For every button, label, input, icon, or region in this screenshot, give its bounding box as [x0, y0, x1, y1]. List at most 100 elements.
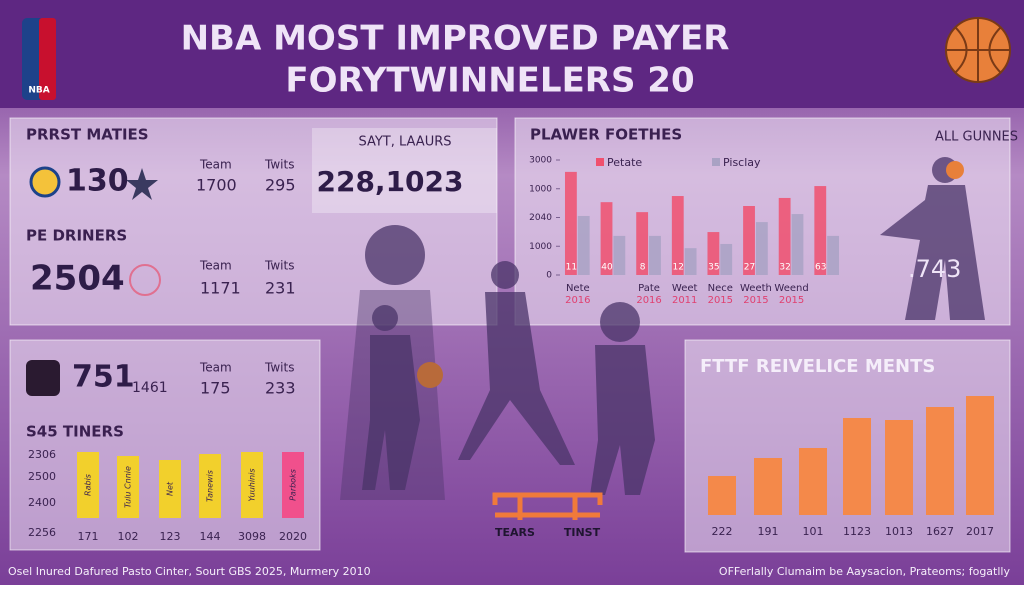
x-tick-label: 2020	[279, 530, 307, 543]
bar-label: 32	[779, 263, 790, 273]
team-value: 751	[72, 360, 135, 395]
stat-value: 1171	[200, 279, 241, 298]
bar	[199, 454, 221, 518]
highlight-value: 228,1023	[316, 165, 463, 198]
x-tick-year: 2015	[743, 295, 768, 306]
bar-label: 8	[640, 263, 646, 273]
bar-label: 40	[601, 263, 613, 273]
logo-text: NBA	[28, 86, 49, 96]
legend-label: Petate	[607, 156, 642, 169]
x-tick-label: 3098	[238, 530, 266, 543]
footer-right: OFFerlally Clumaim be Aaysacion, Prateom…	[719, 565, 1011, 578]
legend-label: Pisclay	[723, 156, 761, 169]
x-tick-label: Pate	[638, 283, 660, 294]
stat-label: Twits	[264, 259, 294, 273]
bar	[636, 212, 649, 275]
player-silhouettes	[340, 157, 985, 500]
bar-label: 35	[708, 263, 719, 273]
bar-label: 12	[673, 263, 684, 273]
stat-value: 295	[265, 176, 296, 195]
bar	[966, 396, 994, 515]
bar	[282, 452, 304, 518]
subtitle: FORYTWINNELERS 20	[285, 61, 694, 101]
bar	[799, 448, 827, 515]
team-logo	[26, 360, 60, 396]
y-tick-label: 1000	[529, 184, 552, 194]
legend-swatch	[596, 158, 604, 166]
bar-label: 63	[815, 263, 826, 273]
stat-value: 2504	[30, 259, 125, 299]
bar	[827, 235, 840, 275]
bar	[885, 420, 913, 515]
y-label: 2400	[28, 496, 56, 509]
bar	[613, 235, 626, 275]
team-secondary: 1461	[132, 380, 168, 396]
x-tick-label: 1013	[885, 525, 913, 538]
x-tick-year: 2016	[565, 295, 590, 306]
x-tick-label: 171	[78, 530, 99, 543]
y-label: 2256	[28, 526, 56, 539]
bar	[754, 458, 782, 515]
bar	[720, 243, 733, 275]
ball	[946, 161, 964, 179]
stat-label: Twits	[264, 361, 294, 375]
x-tick-label: 2017	[966, 525, 994, 538]
panel-heading: PRRST MATIES	[26, 126, 149, 144]
bar-text: Rabis	[84, 474, 93, 496]
all-value: .743	[908, 255, 961, 283]
stat-label: Twits	[264, 158, 294, 172]
y-tick-label: 3000	[529, 156, 552, 166]
footer-left: Osel Inured Dafured Pasto Cinter, Sourt …	[8, 565, 371, 578]
y-label: 2306	[28, 448, 56, 461]
x-tick-label: Weet	[672, 283, 698, 294]
x-tick-label: Nece	[708, 283, 733, 294]
basketball-lines	[946, 18, 1010, 82]
title: NBA MOST IMPROVED PAYER	[181, 19, 730, 59]
all-title: ALL GUNNES	[935, 130, 1018, 145]
bar	[814, 186, 827, 275]
bar-text: Tulu Cnnie	[124, 466, 133, 508]
bar	[926, 407, 954, 515]
chart-title: FTTF REIVELICE MENTS	[700, 356, 935, 377]
x-tick-label: 222	[712, 525, 733, 538]
center-label: TEARS	[495, 526, 535, 539]
y-tick-label: 0	[546, 271, 552, 281]
bar	[708, 476, 736, 515]
x-tick-label: 1627	[926, 525, 954, 538]
bar-text: Net	[166, 481, 175, 496]
bar	[77, 452, 99, 518]
x-tick-label: 144	[200, 530, 221, 543]
bar-text: Yuuhinis	[248, 468, 257, 501]
x-tick-year: 2016	[636, 295, 661, 306]
stat-value: 231	[265, 279, 296, 298]
stat-label: Team	[199, 158, 232, 172]
bar	[778, 197, 791, 275]
team-logo	[126, 168, 158, 200]
bar	[843, 418, 871, 515]
bar	[159, 460, 181, 518]
x-tick-label: 191	[758, 525, 779, 538]
bar-label: 11	[566, 263, 577, 273]
bar	[755, 222, 768, 275]
center-label: TINST	[564, 526, 601, 539]
y-tick-label: 1000	[529, 242, 552, 252]
center-bracket	[492, 492, 603, 520]
x-tick-label: Weend	[774, 283, 808, 294]
x-tick-label: 102	[118, 530, 139, 543]
bar	[564, 171, 577, 275]
bar	[649, 235, 661, 275]
bar	[577, 215, 590, 275]
stats-panel	[9, 117, 498, 326]
x-tick-year: 2015	[708, 295, 733, 306]
bar-text: Tanewis	[206, 470, 215, 502]
team-logo	[129, 264, 161, 296]
x-tick-label: Nete	[566, 283, 590, 294]
x-tick-year: 2011	[672, 295, 697, 306]
ball	[417, 362, 443, 388]
bar	[791, 214, 804, 275]
bar	[743, 206, 755, 275]
chart-title: PLAWER FOETHES	[530, 126, 682, 144]
bar	[671, 196, 684, 275]
x-tick-label: 1123	[843, 525, 871, 538]
